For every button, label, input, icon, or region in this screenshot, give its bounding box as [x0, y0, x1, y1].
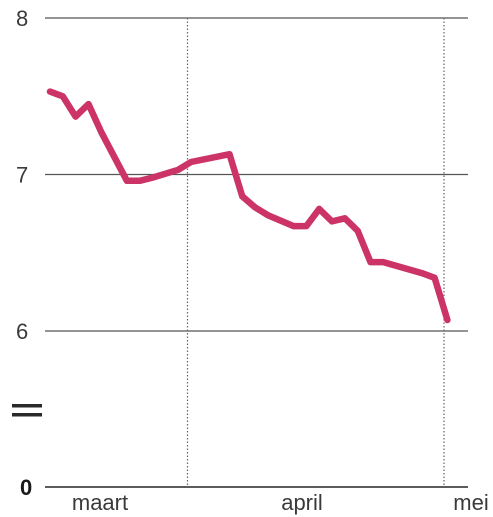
month-label-mei: mei [453, 490, 488, 515]
month-dividers [186, 18, 445, 487]
axis-break-bar-bottom [12, 413, 42, 417]
axis-break [12, 404, 42, 417]
month-label-maart: maart [72, 490, 128, 515]
y-tick-label-7: 7 [16, 163, 28, 188]
series-line-0 [46, 88, 451, 324]
gridlines [45, 17, 468, 488]
tick-labels: 8 7 6 0 maart april mei [16, 6, 489, 515]
y-tick-label-8: 8 [16, 6, 28, 31]
y-tick-label-0: 0 [20, 475, 32, 500]
y-tick-label-6: 6 [16, 319, 28, 344]
series-line-group [46, 88, 451, 324]
axis-break-bar-top [12, 404, 42, 408]
month-label-april: april [281, 490, 323, 515]
